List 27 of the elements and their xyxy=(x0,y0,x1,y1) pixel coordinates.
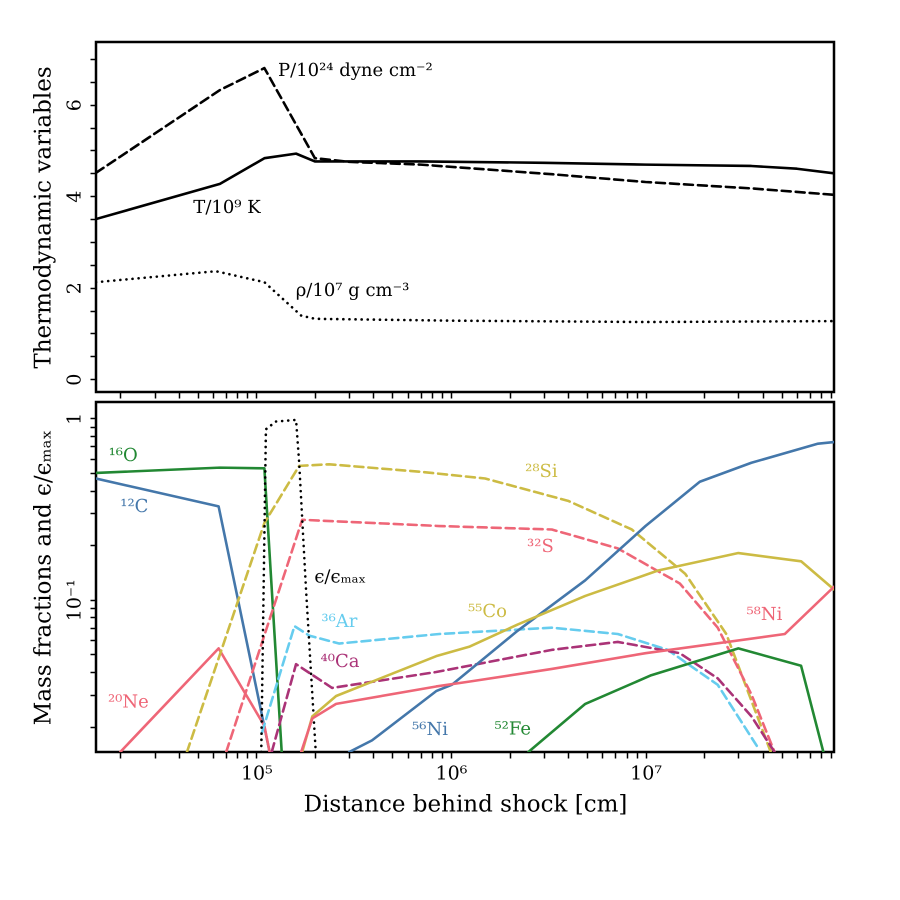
y-tick-label: 4 xyxy=(64,190,86,203)
series-label: ϵ/ϵₘₐₓ xyxy=(314,566,366,588)
x-tick-label: 10⁶ xyxy=(436,762,468,784)
y-tick-label: 0 xyxy=(64,374,86,386)
series-label: ⁵²Fe xyxy=(494,718,532,740)
series-label: ¹²C xyxy=(120,496,148,517)
x-tick-label: 10⁷ xyxy=(630,762,662,784)
series-label: ¹⁶O xyxy=(108,444,138,466)
series-label: ⁵⁵Co xyxy=(468,601,507,622)
series-label: ³²S xyxy=(527,536,554,557)
y-tick-label: 1 xyxy=(64,412,86,425)
y-axis-title: Mass fractions and ϵ/ϵₘₐₓ xyxy=(30,430,56,726)
y-tick-label: 6 xyxy=(64,99,86,112)
series-label: ²⁰Ne xyxy=(108,691,149,712)
series-label: ρ/10⁷ g cm⁻³ xyxy=(296,280,410,301)
series-label: T/10⁹ K xyxy=(193,196,262,218)
series-label: P/10²⁴ dyne cm⁻² xyxy=(278,60,433,82)
y-axis-title: Thermodynamic variables xyxy=(30,66,56,369)
y-tick-label: 10⁻¹ xyxy=(64,579,86,622)
y-tick-label: 2 xyxy=(64,282,86,294)
x-axis-title: Distance behind shock [cm] xyxy=(304,792,628,818)
series-label: ³⁶Ar xyxy=(321,611,358,632)
series-label: ⁴⁰Ca xyxy=(320,650,360,672)
x-tick-label: 10⁵ xyxy=(240,762,273,784)
series-label: ²⁸Si xyxy=(525,460,558,482)
series-label: ⁵⁶Ni xyxy=(412,718,448,740)
series-label: ⁵⁸Ni xyxy=(746,604,783,625)
